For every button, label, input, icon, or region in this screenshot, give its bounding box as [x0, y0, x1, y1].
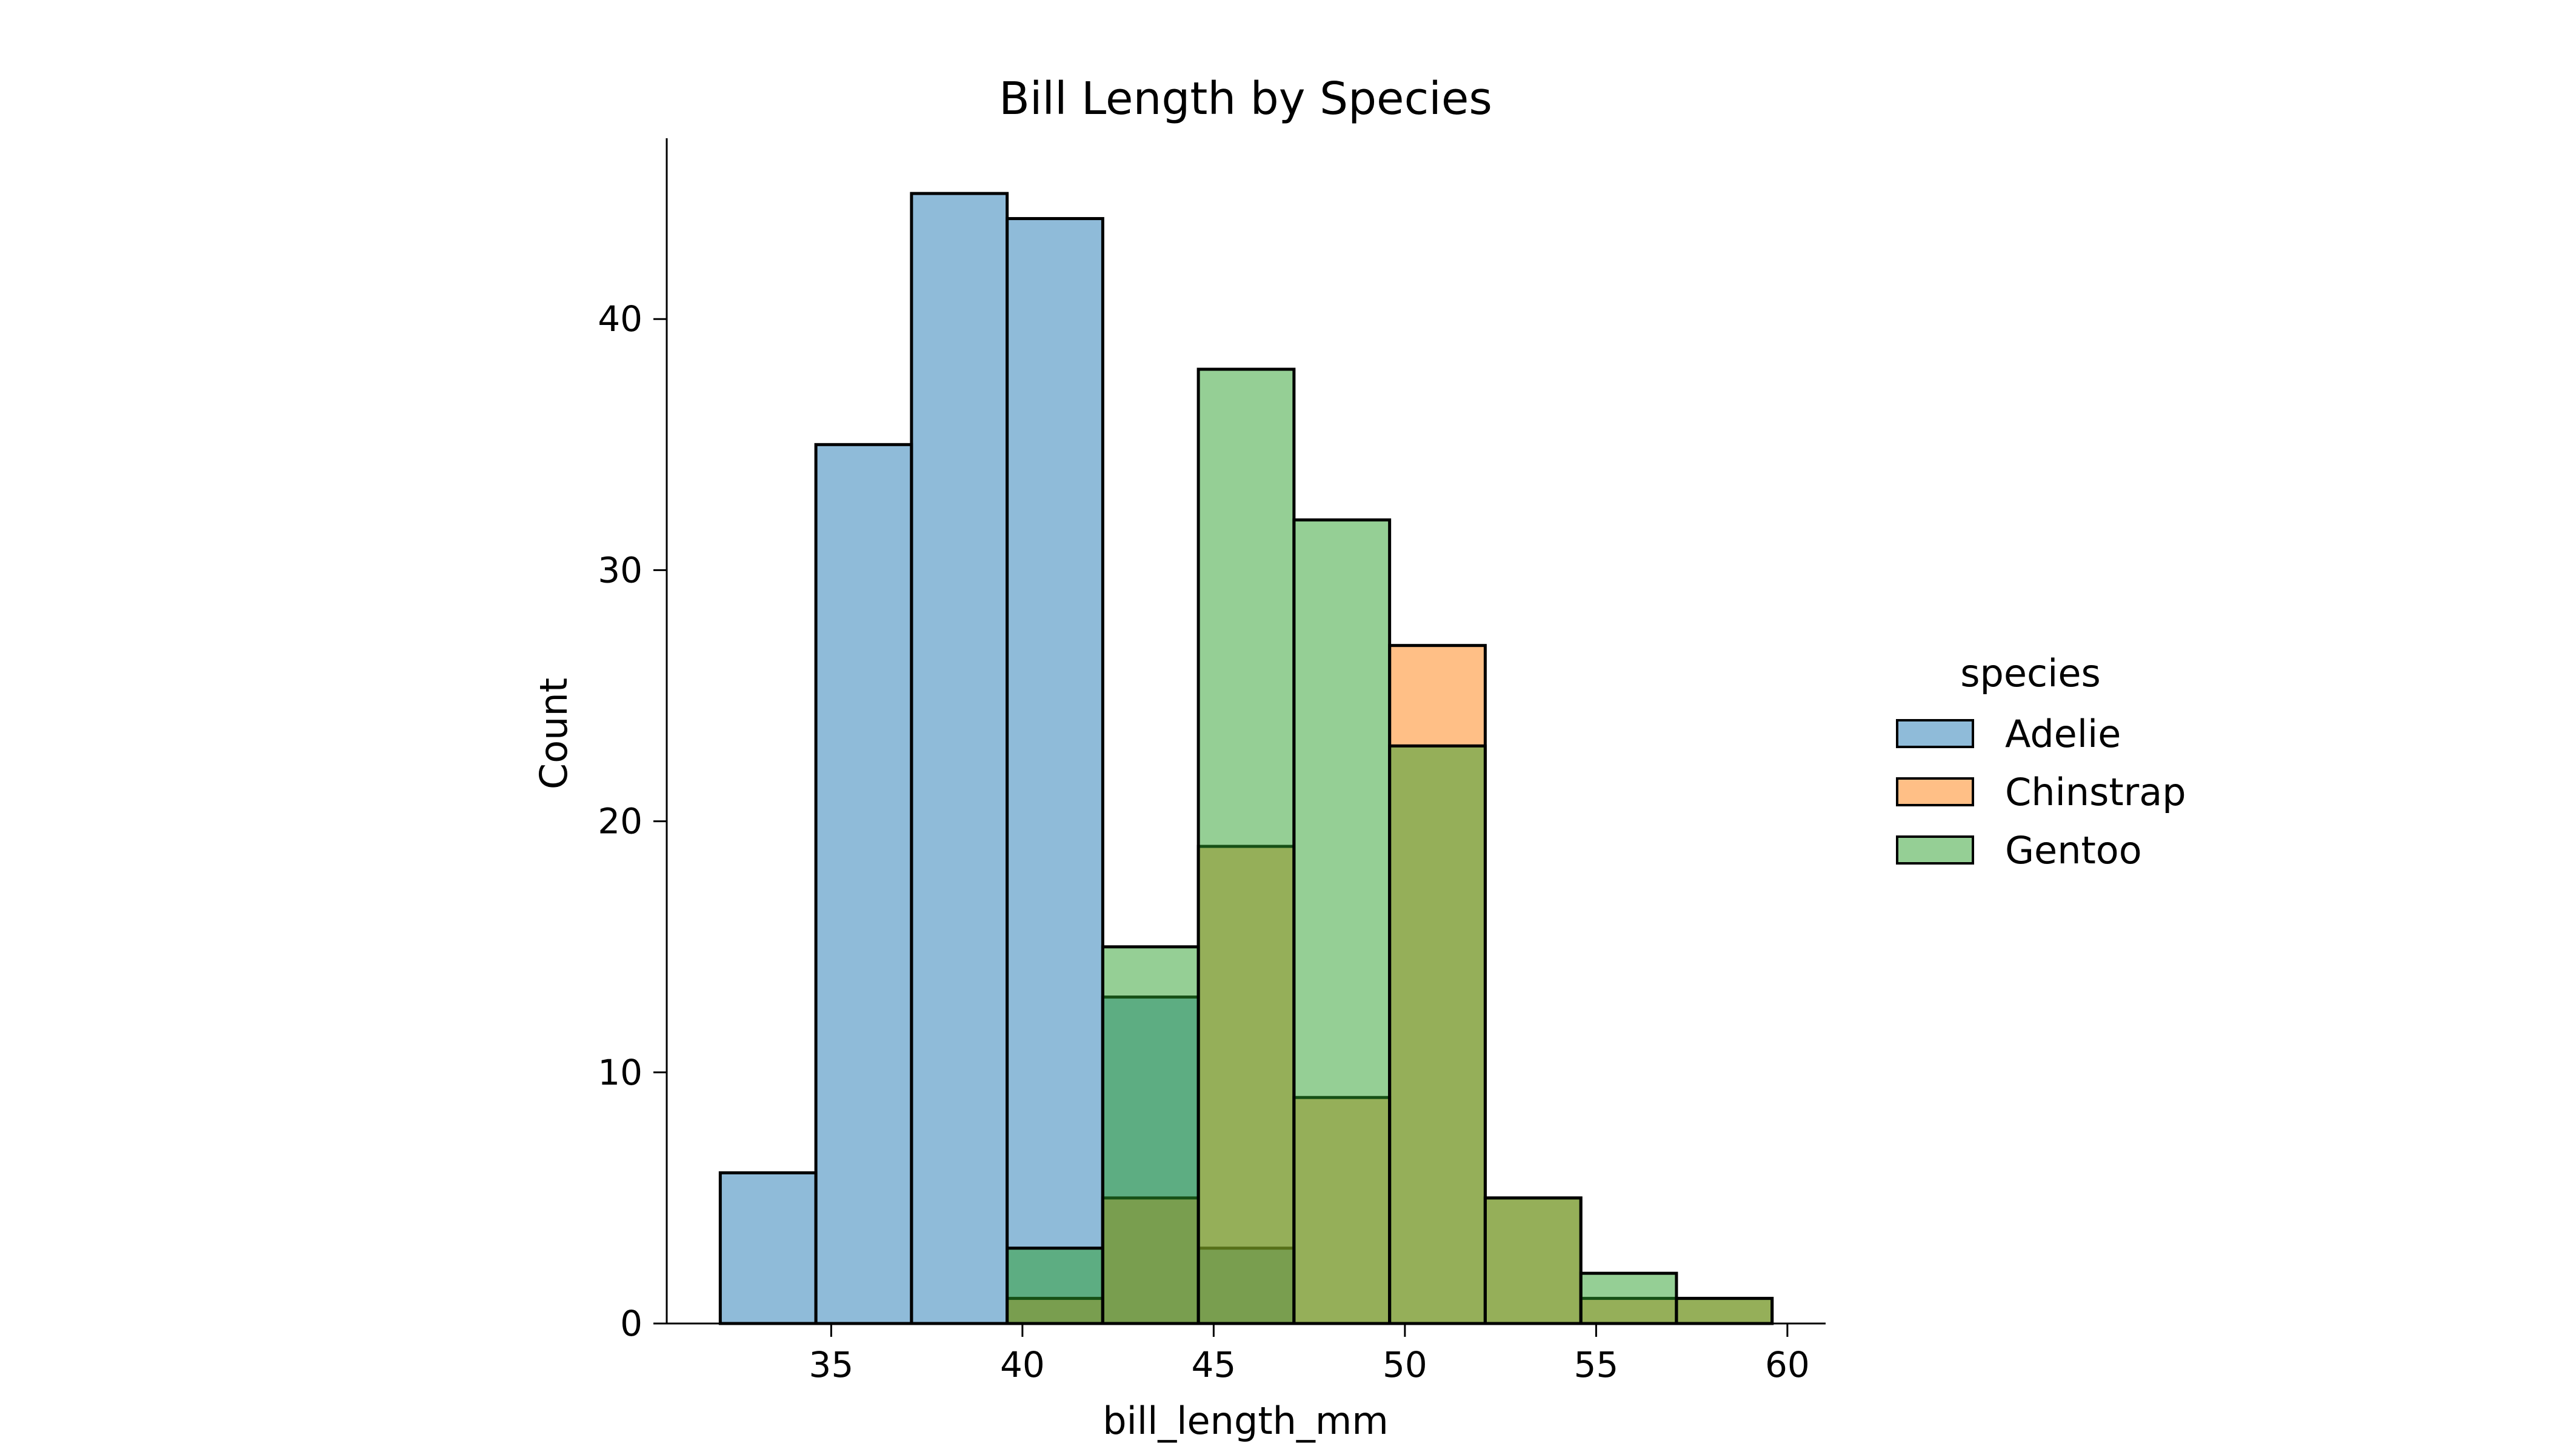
bar-gentoo-4 [1101, 945, 1200, 1325]
x-tick-label-60: 60 [1765, 1344, 1810, 1385]
legend: species Adelie Chinstrap Gentoo [1896, 651, 2186, 872]
x-tick-label-50: 50 [1383, 1344, 1427, 1385]
bar-gentoo-8 [1483, 1196, 1583, 1325]
bar-gentoo-7 [1388, 744, 1487, 1325]
legend-items: Adelie Chinstrap Gentoo [1896, 712, 2186, 872]
x-tick-label-35: 35 [809, 1344, 853, 1385]
legend-label-chinstrap: Chinstrap [2005, 770, 2186, 814]
legend-title: species [1960, 651, 2101, 695]
bar-adelie-1 [814, 443, 913, 1325]
x-ticks: 35 40 45 50 55 60 [809, 1324, 1810, 1385]
bar-adelie-0 [718, 1171, 818, 1325]
x-tick-label-45: 45 [1191, 1344, 1236, 1385]
y-tick-label-10: 10 [598, 1052, 642, 1093]
legend-swatch-chinstrap [1896, 777, 1974, 806]
y-axis-label: Count [532, 678, 576, 789]
y-ticks: 0 10 20 30 40 [598, 298, 667, 1344]
legend-swatch-adelie [1896, 719, 1974, 748]
bar-gentoo-5 [1196, 367, 1296, 1325]
y-tick-label-20: 20 [598, 801, 642, 842]
legend-label-adelie: Adelie [2005, 712, 2121, 756]
bar-adelie-2 [910, 192, 1009, 1325]
bar-gentoo-3 [1006, 1247, 1104, 1325]
bar-gentoo-10 [1675, 1297, 1774, 1325]
y-tick-label-30: 30 [598, 549, 642, 591]
legend-swatch-gentoo [1896, 835, 1974, 865]
bar-adelie-3 [1006, 217, 1104, 1325]
bar-gentoo-9 [1579, 1271, 1678, 1325]
legend-label-gentoo: Gentoo [2005, 828, 2142, 872]
bars-layer [718, 192, 1774, 1325]
x-axis-label: bill_length_mm [1103, 1399, 1388, 1443]
x-tick-label-55: 55 [1573, 1344, 1618, 1385]
x-tick-label-40: 40 [1000, 1344, 1045, 1385]
chart-title: Bill Length by Species [999, 73, 1492, 125]
bar-gentoo-6 [1292, 518, 1392, 1325]
y-tick-label-40: 40 [598, 298, 642, 340]
y-tick-label-0: 0 [620, 1303, 642, 1344]
